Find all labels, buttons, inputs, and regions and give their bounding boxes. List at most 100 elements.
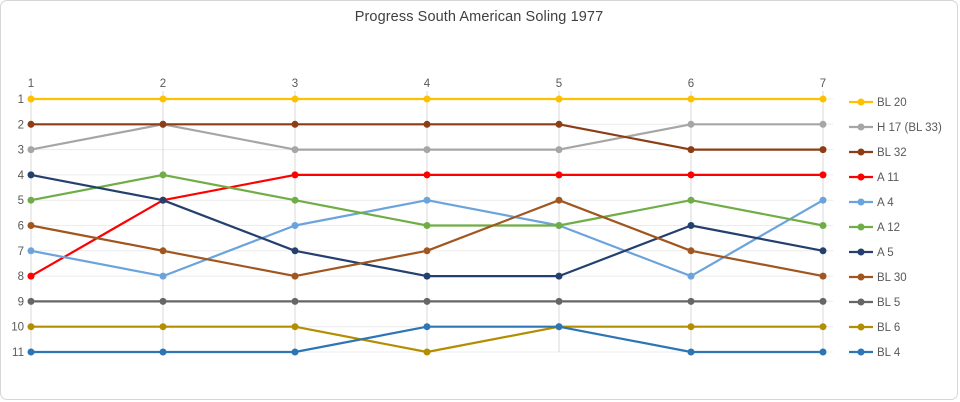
legend-item-bl-20[interactable]: BL 20 [877, 97, 907, 109]
x-tick-label: 3 [292, 78, 298, 90]
legend-item-bl-30[interactable]: BL 30 [877, 272, 907, 284]
data-point-a-4[interactable] [159, 272, 167, 280]
data-point-bl-4[interactable] [555, 323, 563, 331]
data-point-bl-6[interactable] [27, 323, 35, 331]
data-point-a-11[interactable] [819, 171, 827, 179]
data-point-bl-6[interactable] [819, 323, 827, 331]
data-point-a-5[interactable] [27, 171, 35, 179]
data-point-h-17-bl-33[interactable] [291, 146, 299, 154]
data-point-h-17-bl-33[interactable] [687, 120, 695, 128]
data-point-bl-5[interactable] [687, 297, 695, 305]
data-point-bl-5[interactable] [27, 297, 35, 305]
legend-item-a-12[interactable]: A 12 [877, 222, 900, 234]
data-point-a-4[interactable] [423, 196, 431, 204]
y-tick-label: 7 [18, 246, 24, 258]
data-point-bl-30[interactable] [555, 196, 563, 204]
data-point-a-5[interactable] [819, 247, 827, 255]
data-point-bl-6[interactable] [159, 323, 167, 331]
data-point-bl-32[interactable] [27, 120, 35, 128]
data-point-bl-4[interactable] [819, 348, 827, 356]
data-point-bl-30[interactable] [27, 222, 35, 229]
y-tick-label: 2 [18, 119, 24, 131]
data-point-a-5[interactable] [423, 272, 431, 280]
y-tick-label: 4 [18, 170, 25, 182]
data-point-bl-30[interactable] [819, 272, 827, 280]
data-point-bl-30[interactable] [291, 272, 299, 280]
data-point-bl-4[interactable] [423, 323, 431, 331]
chart-title: Progress South American Soling 1977 [354, 9, 604, 25]
data-point-a-12[interactable] [291, 196, 299, 204]
legend-item-bl-6[interactable]: BL 6 [877, 322, 900, 334]
data-point-bl-32[interactable] [687, 146, 695, 154]
y-tick-label: 5 [18, 195, 24, 207]
legend-item-bl-32[interactable]: BL 32 [877, 147, 907, 159]
data-point-bl-20[interactable] [27, 95, 35, 103]
data-point-a-4[interactable] [687, 272, 695, 280]
data-point-bl-4[interactable] [687, 348, 695, 356]
legend-marker-dot [857, 348, 865, 356]
data-point-a-5[interactable] [159, 196, 167, 204]
y-tick-label: 8 [18, 271, 24, 283]
data-point-a-11[interactable] [27, 272, 35, 280]
data-point-bl-5[interactable] [423, 297, 431, 305]
data-point-a-5[interactable] [687, 222, 695, 229]
legend-item-bl-4[interactable]: BL 4 [877, 347, 901, 359]
data-point-a-5[interactable] [291, 247, 299, 255]
data-point-a-11[interactable] [555, 171, 563, 179]
y-tick-label: 9 [18, 296, 24, 308]
y-tick-label: 6 [18, 221, 24, 233]
legend-item-a-5[interactable]: A 5 [877, 247, 894, 259]
legend-item-a-4[interactable]: A 4 [877, 197, 894, 209]
data-point-bl-20[interactable] [291, 95, 299, 103]
data-point-a-4[interactable] [819, 196, 827, 204]
data-point-h-17-bl-33[interactable] [555, 146, 563, 154]
data-point-bl-30[interactable] [159, 247, 167, 255]
data-point-a-4[interactable] [291, 222, 299, 229]
data-point-a-12[interactable] [819, 222, 827, 229]
legend-marker-dot [857, 323, 865, 331]
data-point-h-17-bl-33[interactable] [27, 146, 35, 154]
data-point-bl-5[interactable] [291, 297, 299, 305]
data-point-a-12[interactable] [159, 171, 167, 179]
data-point-bl-6[interactable] [687, 323, 695, 331]
data-point-bl-20[interactable] [819, 95, 827, 103]
data-point-a-4[interactable] [27, 247, 35, 255]
data-point-a-12[interactable] [423, 222, 431, 229]
legend-item-a-11[interactable]: A 11 [877, 172, 899, 184]
y-tick-label: 10 [11, 322, 24, 334]
data-point-bl-20[interactable] [687, 95, 695, 103]
data-point-h-17-bl-33[interactable] [423, 146, 431, 154]
data-point-bl-32[interactable] [555, 120, 563, 128]
data-point-bl-5[interactable] [555, 297, 563, 305]
data-point-a-11[interactable] [291, 171, 299, 179]
data-point-bl-20[interactable] [423, 95, 431, 103]
data-point-bl-6[interactable] [291, 323, 299, 331]
data-point-bl-30[interactable] [423, 247, 431, 255]
data-point-bl-4[interactable] [291, 348, 299, 356]
x-tick-label: 2 [160, 78, 166, 90]
data-point-bl-32[interactable] [291, 120, 299, 128]
data-point-a-12[interactable] [27, 196, 35, 204]
data-point-bl-5[interactable] [819, 297, 827, 305]
data-point-a-12[interactable] [555, 222, 563, 229]
data-point-a-12[interactable] [687, 196, 695, 204]
legend-marker-dot [857, 248, 865, 256]
data-point-bl-20[interactable] [159, 95, 167, 103]
data-point-bl-32[interactable] [159, 120, 167, 128]
legend-item-h-17-bl-33[interactable]: H 17 (BL 33) [877, 122, 942, 134]
data-point-bl-32[interactable] [423, 120, 431, 128]
data-point-bl-5[interactable] [159, 297, 167, 305]
data-point-h-17-bl-33[interactable] [819, 120, 827, 128]
legend-marker-dot [857, 173, 865, 181]
data-point-bl-6[interactable] [423, 348, 431, 356]
data-point-bl-4[interactable] [27, 348, 35, 356]
data-point-bl-4[interactable] [159, 348, 167, 356]
data-point-a-5[interactable] [555, 272, 563, 280]
data-point-bl-20[interactable] [555, 95, 563, 103]
x-tick-label: 6 [688, 78, 694, 90]
legend-item-bl-5[interactable]: BL 5 [877, 297, 900, 309]
data-point-a-11[interactable] [423, 171, 431, 179]
data-point-a-11[interactable] [687, 171, 695, 179]
data-point-bl-32[interactable] [819, 146, 827, 154]
data-point-bl-30[interactable] [687, 247, 695, 255]
